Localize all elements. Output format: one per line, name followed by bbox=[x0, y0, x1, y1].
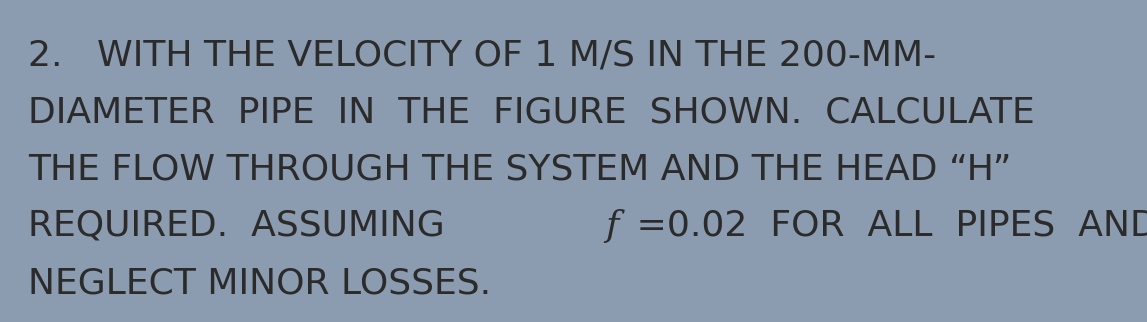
Text: 2.   WITH THE VELOCITY OF 1 M/S IN THE 200-MM-: 2. WITH THE VELOCITY OF 1 M/S IN THE 200… bbox=[28, 38, 936, 72]
Text: REQUIRED.  ASSUMING: REQUIRED. ASSUMING bbox=[28, 209, 468, 243]
Text: f: f bbox=[604, 209, 618, 243]
Text: DIAMETER  PIPE  IN  THE  FIGURE  SHOWN.  CALCULATE: DIAMETER PIPE IN THE FIGURE SHOWN. CALCU… bbox=[28, 95, 1035, 129]
Text: =0.02  FOR  ALL  PIPES  AND: =0.02 FOR ALL PIPES AND bbox=[625, 209, 1147, 243]
Text: THE FLOW THROUGH THE SYSTEM AND THE HEAD “H”: THE FLOW THROUGH THE SYSTEM AND THE HEAD… bbox=[28, 152, 1012, 186]
Text: NEGLECT MINOR LOSSES.: NEGLECT MINOR LOSSES. bbox=[28, 266, 491, 300]
